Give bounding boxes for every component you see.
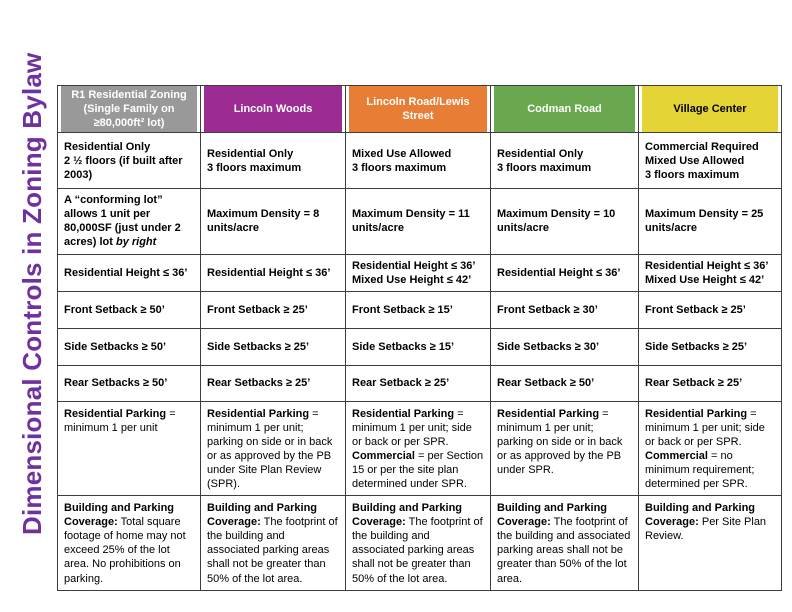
table-cell: Side Setbacks ≥ 30’ xyxy=(490,327,639,366)
table-cell: Maximum Density = 11 units/acre xyxy=(345,188,491,255)
table-cell: Rear Setback ≥ 25’ xyxy=(638,364,782,402)
table-cell: Residential Parking = minimum 1 per unit xyxy=(57,400,201,497)
table-cell: Mixed Use Allowed 3 floors maximum xyxy=(345,132,491,190)
row-parking: Residential Parking = minimum 1 per unit… xyxy=(57,400,782,497)
table-cell: Building and Parking Coverage: The footp… xyxy=(490,495,639,591)
row-front-setback: Front Setback ≥ 50’ Front Setback ≥ 25’ Fr… xyxy=(57,290,782,329)
table-cell: Commercial Required Mixed Use Allowed 3 fl… xyxy=(638,132,782,190)
table-cell: Front Setback ≥ 30’ xyxy=(490,290,639,329)
row-density: A “conforming lot” allows 1 unit per 80,… xyxy=(57,188,782,255)
column-header-codman-road: Codman Road xyxy=(490,84,639,134)
table-cell: Residential Parking = minimum 1 per unit… xyxy=(345,400,491,497)
table-cell: Building and Parking Coverage: The footp… xyxy=(345,495,491,591)
table-cell: Residential Parking = minimum 1 per unit… xyxy=(200,400,346,497)
table-cell: Rear Setbacks ≥ 50’ xyxy=(57,364,201,402)
table-cell: Residential Parking = minimum 1 per unit… xyxy=(490,400,639,497)
table-cell: Building and Parking Coverage: The footp… xyxy=(200,495,346,591)
table-cell: Front Setback ≥ 25’ xyxy=(200,290,346,329)
table-cell: Residential Only 2 ½ floors (if built aft… xyxy=(57,132,201,190)
header-row: R1 Residential Zoning (Single Family on … xyxy=(57,84,782,134)
row-coverage: Building and Parking Coverage: Total squ… xyxy=(57,495,782,591)
table-cell: Front Setback ≥ 25’ xyxy=(638,290,782,329)
table-cell: Maximum Density = 25 units/acre xyxy=(638,188,782,255)
table-cell: Front Setback ≥ 15’ xyxy=(345,290,491,329)
table-cell: Residential Height ≤ 36’ xyxy=(490,253,639,292)
table-cell: Side Setbacks ≥ 50’ xyxy=(57,327,201,366)
table-cell: Maximum Density = 8 units/acre xyxy=(200,188,346,255)
table-cell: Residential Height ≤ 36’ xyxy=(57,253,201,292)
table-cell: Side Setbacks ≥ 25’ xyxy=(638,327,782,366)
table-cell: Rear Setback ≥ 25’ xyxy=(345,364,491,402)
column-header-r1-residential-zoning: R1 Residential Zoning (Single Family on … xyxy=(57,84,201,134)
table-cell: Building and Parking Coverage: Per Site … xyxy=(638,495,782,591)
table-cell: Rear Setbacks ≥ 25’ xyxy=(200,364,346,402)
row-rear-setbacks: Rear Setbacks ≥ 50’ Rear Setbacks ≥ 25’ Re… xyxy=(57,364,782,402)
column-header-village-center: Village Center xyxy=(638,84,782,134)
table-cell: Front Setback ≥ 50’ xyxy=(57,290,201,329)
table-cell: Maximum Density = 10 units/acre xyxy=(490,188,639,255)
table-cell: Residential Only 3 floors maximum xyxy=(490,132,639,190)
table-cell: Residential Height ≤ 36’ xyxy=(200,253,346,292)
table-cell: Building and Parking Coverage: Total squ… xyxy=(57,495,201,591)
table-cell: Residential Height ≤ 36’ Mixed Use Height… xyxy=(345,253,491,292)
table-cell: Residential Height ≤ 36’ Mixed Use Height… xyxy=(638,253,782,292)
column-header-lincoln-road-lewis-street: Lincoln Road/Lewis Street xyxy=(345,84,491,134)
column-header-lincoln-woods: Lincoln Woods xyxy=(200,84,346,134)
row-allowed-use: Residential Only 2 ½ floors (if built aft… xyxy=(57,132,782,190)
zoning-table: R1 Residential Zoning (Single Family on … xyxy=(57,84,782,591)
table-cell: A “conforming lot” allows 1 unit per 80,… xyxy=(57,188,201,255)
table-cell: Rear Setback ≥ 50’ xyxy=(490,364,639,402)
table-cell: Residential Parking = minimum 1 per unit… xyxy=(638,400,782,497)
page-title: Dimensional Controls in Zoning Bylaw xyxy=(17,52,47,535)
table-cell: Residential Only 3 floors maximum xyxy=(200,132,346,190)
row-side-setbacks: Side Setbacks ≥ 50’ Side Setbacks ≥ 25’ Si… xyxy=(57,327,782,366)
row-height-limit: Residential Height ≤ 36’ Residential Heig… xyxy=(57,253,782,292)
table-cell: Side Setbacks ≥ 15’ xyxy=(345,327,491,366)
table-cell: Side Setbacks ≥ 25’ xyxy=(200,327,346,366)
